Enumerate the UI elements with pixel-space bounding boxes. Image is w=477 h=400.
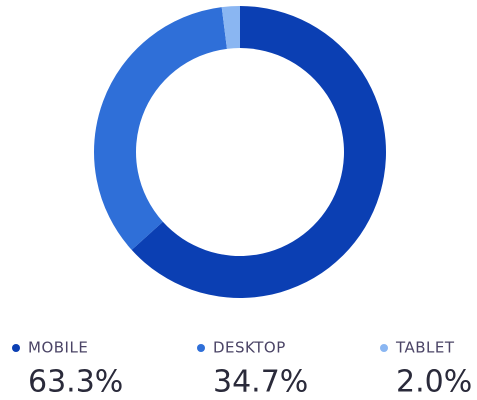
legend-value: 2.0% bbox=[396, 365, 472, 400]
legend-value: 63.3% bbox=[28, 365, 123, 400]
legend-dot bbox=[197, 344, 205, 352]
legend-dot bbox=[12, 344, 20, 352]
legend-dot bbox=[380, 344, 388, 352]
legend-label: TABLET bbox=[395, 339, 455, 357]
donut-slice bbox=[131, 6, 386, 298]
legend-label: DESKTOP bbox=[213, 339, 286, 357]
donut-slice bbox=[94, 7, 227, 250]
legend-value: 34.7% bbox=[213, 365, 308, 400]
donut-slice bbox=[221, 6, 240, 49]
legend-label: MOBILE bbox=[28, 339, 88, 357]
